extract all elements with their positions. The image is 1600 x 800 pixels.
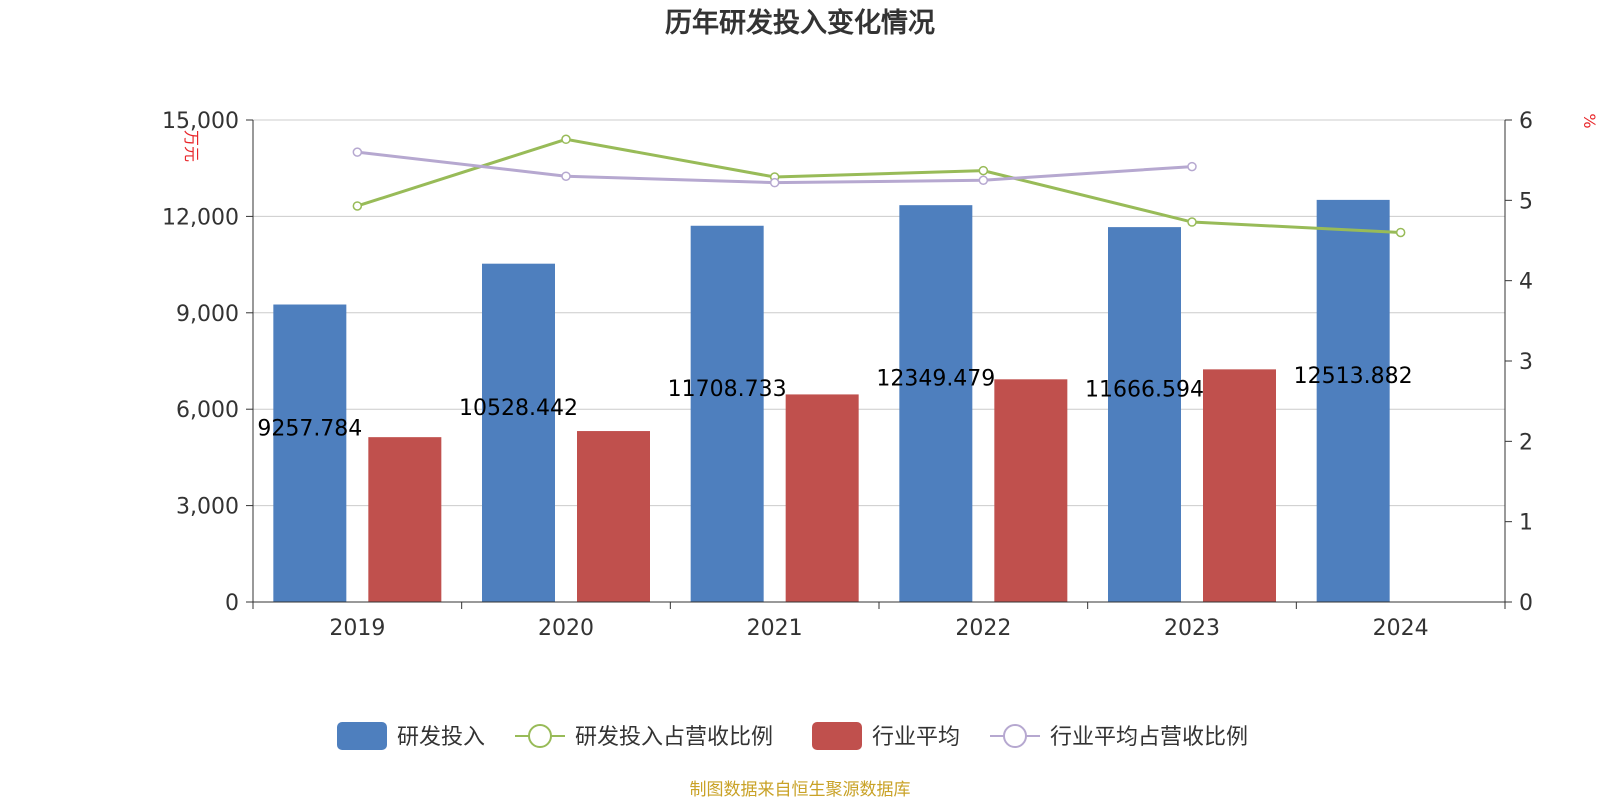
y-right-tick-label: 3 xyxy=(1519,350,1533,375)
y-right-tick-label: 0 xyxy=(1519,591,1533,616)
x-tick-label: 2020 xyxy=(538,616,594,641)
point-3-1 xyxy=(561,171,571,181)
y-right-unit: % xyxy=(1580,113,1599,128)
point-3-0 xyxy=(352,147,363,157)
bar-0-4 xyxy=(1108,227,1181,602)
x-tick-label: 2023 xyxy=(1164,616,1220,641)
point-3-4 xyxy=(1187,161,1197,172)
legend-swatch-2 xyxy=(812,722,862,750)
y-left-tick-label: 3,000 xyxy=(176,495,239,520)
y-right-tick-label: 2 xyxy=(1519,430,1533,455)
bar-labels-group: 9257.784 10528.442 11708.733 12349.479 11666… xyxy=(257,364,1412,441)
x-tick-label: 2022 xyxy=(955,616,1011,641)
bar-0-0 xyxy=(273,304,347,602)
legend-label-2: 行业平均 xyxy=(872,725,960,750)
legend-marker-1 xyxy=(528,724,552,748)
bar-value-label: 11708.733 xyxy=(668,377,787,402)
y-left-tick-label: 9,000 xyxy=(176,302,239,327)
legend-label-0: 研发投入 xyxy=(397,725,485,750)
y-left-tick-label: 15,000 xyxy=(162,109,239,134)
y-right-tick-label: 4 xyxy=(1519,270,1533,295)
bar-0-1 xyxy=(482,263,555,602)
point-1-1 xyxy=(561,134,571,145)
x-tick-label: 2021 xyxy=(747,616,803,641)
point-3-2 xyxy=(769,177,780,188)
bar-value-label: 12349.479 xyxy=(876,367,995,392)
grid-lines xyxy=(253,119,1505,507)
point-1-0 xyxy=(352,201,363,211)
legend-marker-3 xyxy=(1003,724,1027,748)
point-1-5 xyxy=(1395,227,1406,238)
bar-value-label: 12513.882 xyxy=(1294,364,1413,389)
point-1-4 xyxy=(1187,217,1197,227)
bar-0-5 xyxy=(1316,199,1390,602)
y-right-tick-label: 5 xyxy=(1519,189,1533,214)
bar-0-2 xyxy=(690,225,764,602)
point-3-3 xyxy=(978,175,989,185)
bar-0-3 xyxy=(899,205,973,602)
bar-2-4 xyxy=(1203,369,1276,602)
bar-value-label: 9257.784 xyxy=(257,416,362,441)
y-left-unit: 万元 xyxy=(182,130,201,162)
lines-group xyxy=(352,134,1406,238)
bar-2-0 xyxy=(368,437,442,602)
legend-swatch-0 xyxy=(337,722,387,750)
bars-group xyxy=(273,199,1390,602)
y-right-tick-label: 6 xyxy=(1519,109,1533,134)
source-note: 制图数据来自恒生聚源数据库 xyxy=(690,780,911,800)
line-1 xyxy=(356,137,1401,234)
y-left-tick-label: 0 xyxy=(225,591,239,616)
x-tick-label: 2024 xyxy=(1373,616,1429,641)
chart-title: 历年研发投入变化情况 xyxy=(665,7,935,39)
y-right-tick-label: 1 xyxy=(1519,511,1533,536)
bar-value-label: 10528.442 xyxy=(459,396,578,421)
bar-value-label: 11666.594 xyxy=(1085,378,1204,403)
bar-2-2 xyxy=(785,394,859,602)
bar-2-1 xyxy=(577,431,650,602)
bar-2-3 xyxy=(994,379,1068,602)
legend-label-1: 研发投入占营收比例 xyxy=(575,725,773,750)
point-1-3 xyxy=(978,165,989,176)
legend-label-3: 行业平均占营收比例 xyxy=(1050,725,1248,750)
y-left-tick-label: 12,000 xyxy=(162,205,239,230)
x-tick-label: 2019 xyxy=(329,616,385,641)
legend: 研发投入 研发投入占营收比例 行业平均 行业平均占营收比例 xyxy=(337,722,1248,750)
y-left-tick-label: 6,000 xyxy=(176,398,239,423)
